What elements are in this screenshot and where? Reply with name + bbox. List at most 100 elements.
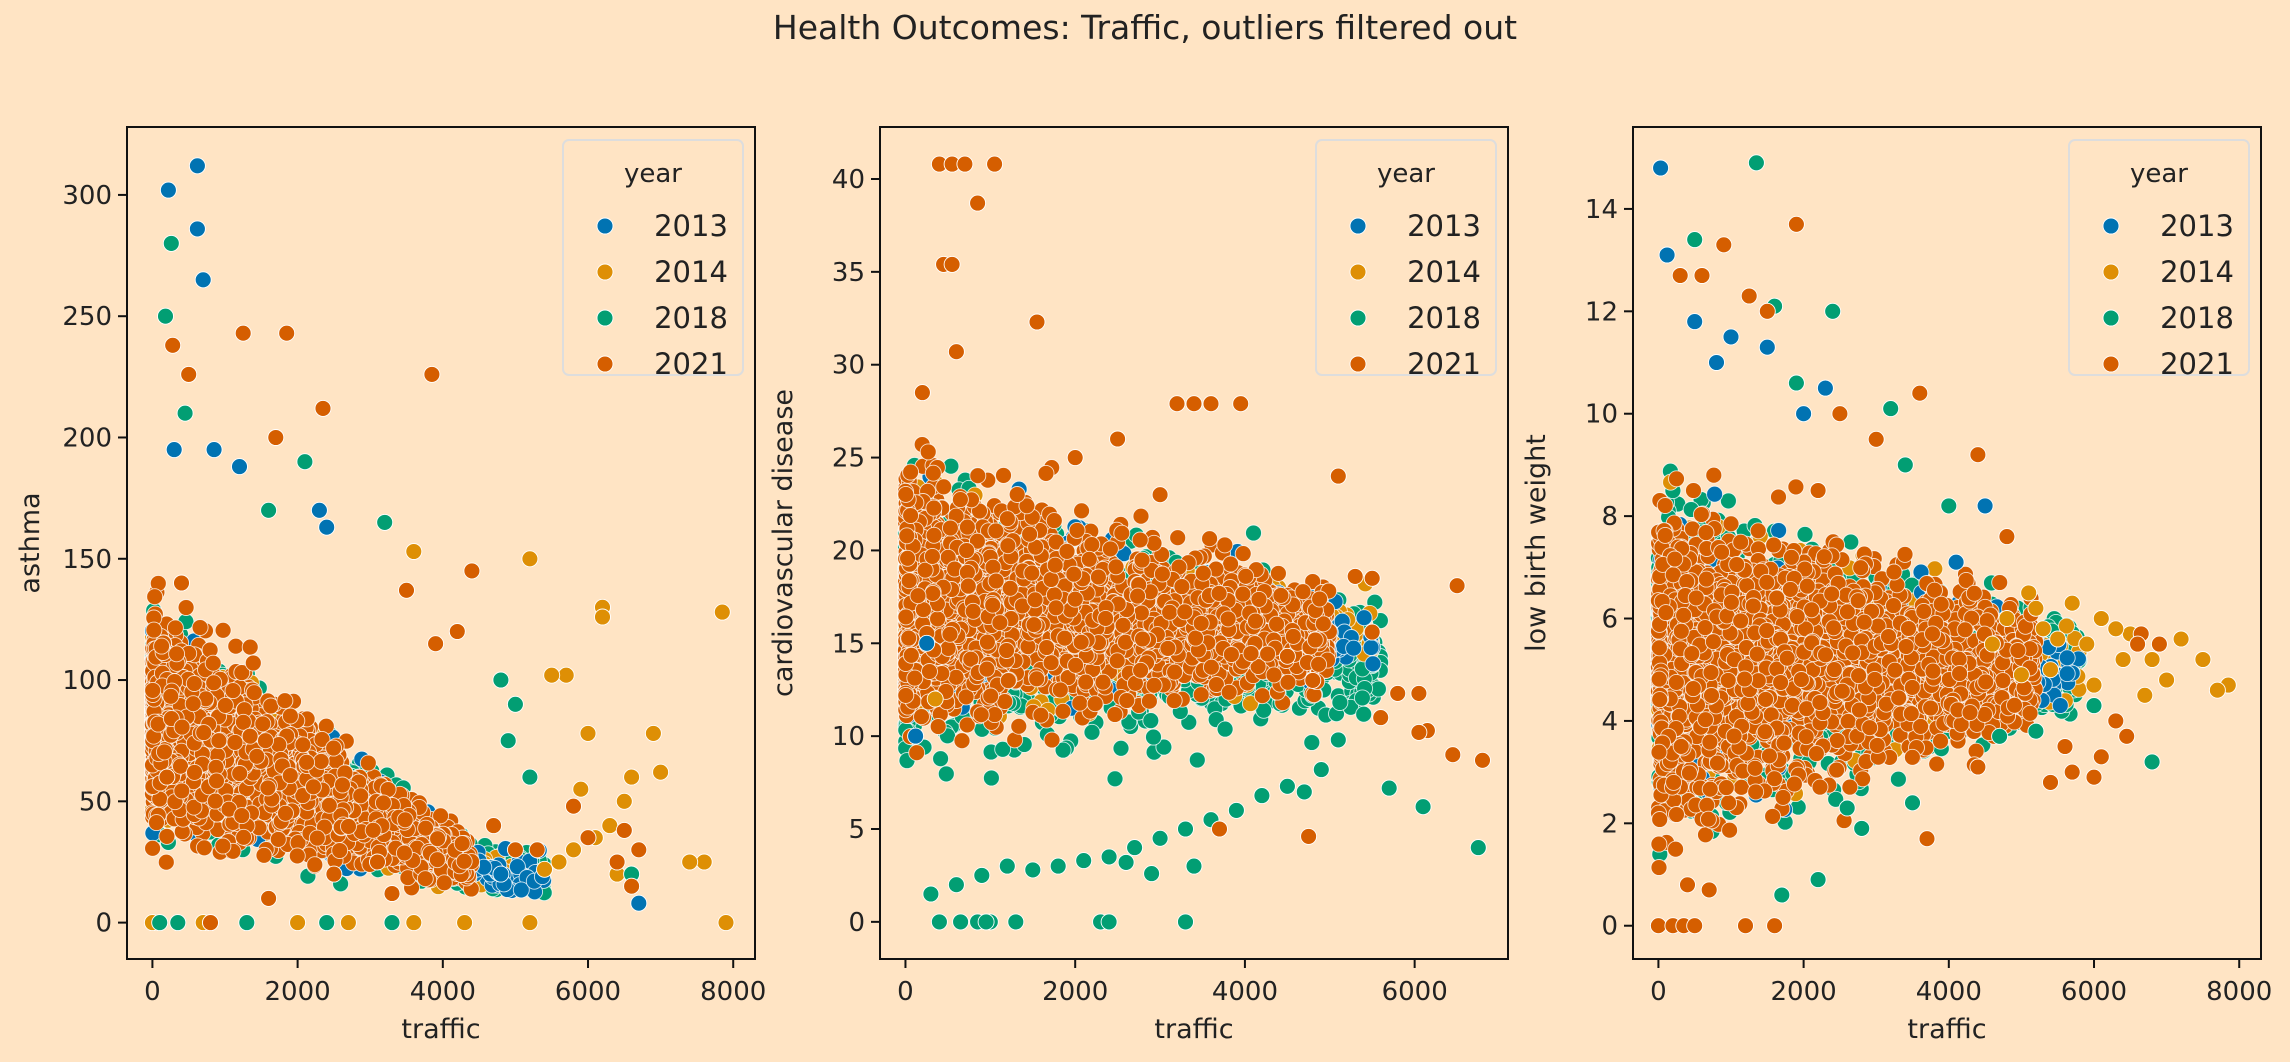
scatter-point-2021: [195, 839, 213, 857]
scatter-point-2021: [177, 599, 195, 616]
x-tick-label: 4000: [410, 977, 476, 1007]
scatter-point-2013: [492, 865, 510, 883]
scatter-point-2021: [312, 752, 330, 770]
scatter-point-2014: [405, 914, 423, 932]
scatter-point-2014: [521, 550, 539, 568]
y-tick-label: 200: [62, 423, 112, 453]
scatter-point-2018: [151, 914, 169, 932]
y-tick-label: 50: [79, 787, 112, 817]
scatter-point-2021: [224, 682, 242, 700]
axes-frame: [126, 126, 756, 960]
scatter-point-2021: [214, 837, 232, 855]
scatter-point-2014: [565, 841, 582, 859]
scatter-point-2021: [428, 851, 446, 869]
points-layer: [143, 157, 735, 932]
scatter-point-2021: [173, 574, 190, 592]
scatter-point-2014: [405, 543, 423, 560]
legend-title: year: [624, 159, 682, 189]
scatter-point-2021: [204, 654, 222, 672]
scatter-point-2021: [208, 772, 225, 790]
scatter-point-2021: [214, 621, 232, 639]
scatter-point-2021: [423, 365, 441, 383]
y-tick-label: 100: [62, 666, 112, 696]
y-tick-label: 150: [62, 545, 112, 575]
scatter-point-2021: [158, 768, 176, 786]
scatter-point-2018: [176, 404, 194, 422]
scatter-point-2021: [184, 695, 202, 713]
scatter-point-2021: [173, 782, 191, 800]
scatter-point-2021: [313, 730, 331, 748]
scatter-point-2021: [395, 844, 413, 862]
scatter-point-2013: [205, 441, 223, 459]
scatter-point-2021: [398, 581, 415, 599]
panels: 0 2000 4000 6000 8000050100150200250300traff…: [15, 126, 2272, 1045]
y-tick-label: 300: [62, 181, 112, 211]
legend-marker-2014: [596, 263, 614, 281]
scatter-point-2021: [276, 692, 294, 710]
scatter-point-2014: [681, 853, 699, 871]
scatter-point-2021: [277, 804, 294, 822]
scatter-point-2021: [166, 619, 184, 637]
scatter-point-2018: [157, 307, 174, 325]
scatter-point-2014: [536, 860, 553, 878]
scatter-point-2021: [485, 817, 503, 835]
scatter-point-2021: [227, 637, 245, 655]
scatter-point-2021: [506, 841, 524, 859]
scatter-point-2014: [601, 817, 619, 835]
scatter-point-2013: [188, 220, 206, 238]
scatter-point-2018: [318, 914, 336, 932]
scatter-point-2013: [194, 271, 212, 289]
scatter-point-2021: [148, 814, 165, 832]
scatter-point-2014: [644, 724, 662, 742]
scatter-point-2021: [396, 811, 414, 829]
scatter-point-2021: [231, 765, 249, 782]
legend-marker-2018: [596, 309, 614, 327]
x-tick-label: 0: [144, 977, 161, 1007]
legend-label-2021: 2021: [654, 347, 728, 381]
scatter-point-2014: [695, 853, 713, 871]
scatter-point-2013: [188, 157, 206, 175]
scatter-point-2018: [162, 234, 180, 252]
scatter-point-2018: [506, 695, 524, 713]
scatter-point-2021: [359, 754, 377, 772]
scatter-point-2014: [550, 853, 568, 871]
scatter-point-2021: [429, 830, 447, 848]
y-tick-label: 250: [62, 302, 112, 332]
scatter-point-2018: [521, 768, 539, 786]
scatter-point-2021: [234, 324, 252, 342]
scatter-point-2021: [427, 635, 445, 653]
scatter-point-2021: [325, 865, 343, 883]
scatter-point-2021: [269, 830, 287, 848]
scatter-point-2021: [579, 829, 597, 847]
scatter-point-2018: [260, 501, 278, 519]
scatter-point-2021: [244, 654, 262, 672]
scatter-point-2021: [216, 696, 234, 714]
x-tick-label: 8000: [700, 977, 766, 1007]
scatter-point-2021: [306, 856, 324, 874]
scatter-point-2021: [248, 747, 266, 765]
scatter-point-2021: [191, 619, 209, 636]
legend-label-2013: 2013: [654, 209, 728, 243]
scatter-point-2021: [205, 674, 223, 692]
scatter-point-2014: [572, 780, 590, 798]
scatter-point-2014: [623, 768, 641, 786]
legend-marker-2013: [596, 217, 614, 235]
scatter-point-2021: [144, 839, 162, 857]
scatter-point-2021: [528, 841, 546, 859]
scatter-point-2014: [652, 763, 670, 781]
legend-label-2018: 2018: [654, 301, 728, 335]
scatter-point-2013: [159, 181, 177, 199]
scatter-point-2021: [259, 779, 277, 797]
scatter-point-2021: [173, 718, 191, 736]
scatter-point-2021: [164, 336, 182, 354]
points-layer: [897, 155, 1491, 931]
x-tick-label: 2000: [265, 977, 331, 1007]
scatter-point-2014: [339, 914, 357, 932]
scatter-point-2021: [288, 847, 306, 865]
scatter-point-2021: [172, 757, 189, 775]
scatter-point-2021: [267, 429, 285, 446]
subplot-2: 0 2000 4000 60000510152025303540trafficcard…: [768, 126, 1509, 1045]
scatter-point-2021: [463, 562, 481, 580]
scatter-point-2021: [298, 753, 316, 771]
